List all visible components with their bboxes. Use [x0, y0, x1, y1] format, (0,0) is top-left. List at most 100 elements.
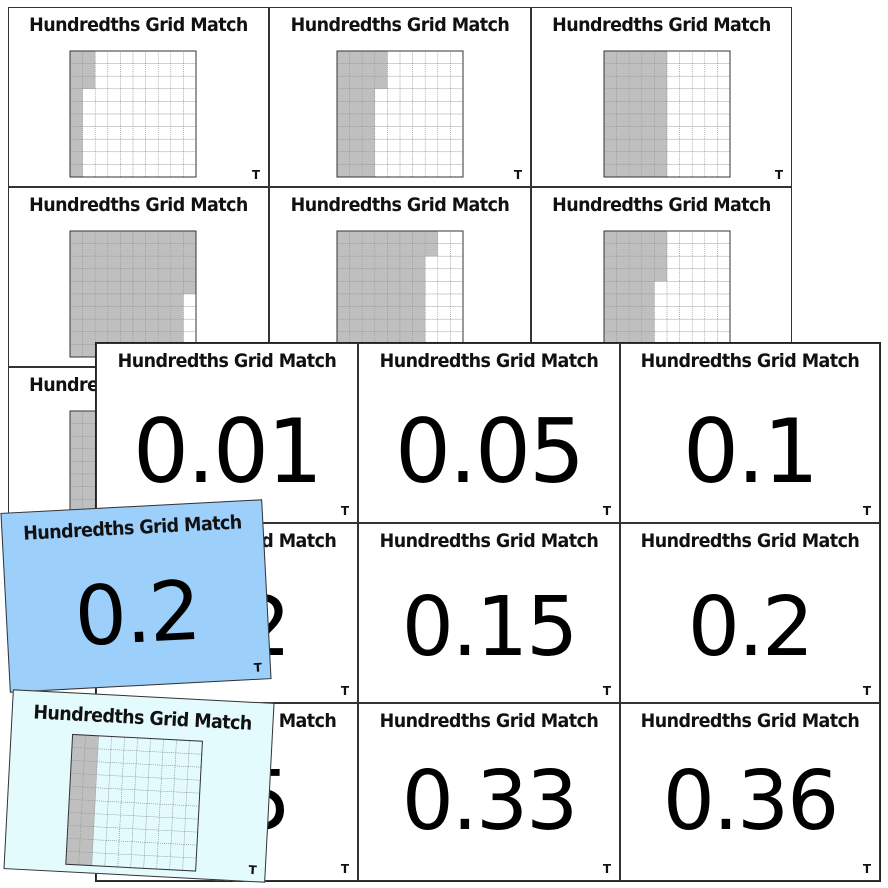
- shaded-cell: [603, 281, 617, 295]
- grid-cell: [692, 293, 705, 307]
- shaded-cell: [654, 50, 668, 64]
- grid-cell: [183, 88, 197, 102]
- shaded-cell: [399, 281, 413, 295]
- hundredths-grid: [336, 50, 464, 178]
- blue-number-card: Hundredths Grid Match 0.2 T: [0, 499, 272, 693]
- shaded-cell: [374, 268, 388, 282]
- shaded-cell: [412, 268, 426, 282]
- shaded-cell: [616, 293, 630, 307]
- grid-cell: [437, 63, 451, 77]
- grid-cell: [183, 113, 197, 127]
- shaded-cell: [69, 243, 83, 257]
- grid-cell: [183, 293, 197, 307]
- shaded-cell: [603, 63, 617, 77]
- grid-cell: [132, 126, 146, 140]
- grid-cell: [169, 856, 184, 871]
- grid-cell: [105, 827, 120, 842]
- grid-cell: [437, 50, 451, 64]
- grid-cell: [387, 126, 401, 140]
- shaded-cell: [69, 410, 83, 424]
- shaded-cell: [69, 88, 83, 102]
- grid-cell: [94, 800, 109, 815]
- shaded-cell: [374, 63, 388, 77]
- cyan-grid-card: Hundredths Grid Match T: [3, 689, 275, 883]
- card-title: Hundredths Grid Match: [640, 350, 860, 372]
- grid-cell: [666, 76, 680, 89]
- grid-cell: [374, 164, 388, 178]
- grid-cell: [437, 76, 451, 89]
- number-card: Hundredths Grid Match 0.2 T: [620, 523, 880, 703]
- shaded-cell: [82, 461, 96, 475]
- number-card: Hundredths Grid Match 0.01 T: [96, 343, 358, 523]
- grid-cell: [188, 740, 203, 755]
- shaded-cell: [132, 281, 146, 295]
- grid-cell: [120, 164, 134, 178]
- decimal-number: 0.2: [72, 563, 202, 666]
- shaded-cell: [654, 139, 668, 152]
- shaded-cell: [69, 268, 83, 282]
- shaded-cell: [336, 164, 350, 178]
- shaded-cell: [69, 461, 83, 475]
- grid-cell: [107, 50, 121, 64]
- grid-cell: [135, 750, 151, 765]
- hundredths-grid: [603, 50, 731, 178]
- grid-cell: [425, 88, 438, 102]
- shaded-cell: [145, 319, 159, 332]
- hundredths-grid: [65, 733, 203, 872]
- shaded-cell: [362, 101, 375, 115]
- shaded-cell: [170, 268, 184, 282]
- hundredths-grid: [603, 230, 731, 358]
- grid-cell: [95, 63, 108, 77]
- grid-cell: [183, 164, 197, 178]
- grid-cell: [425, 319, 438, 332]
- grid-cell: [120, 63, 134, 77]
- shaded-cell: [145, 230, 159, 244]
- number-card: Hundredths Grid Match 0.1 T: [620, 343, 880, 523]
- grid-cell: [134, 776, 149, 791]
- shaded-cell: [629, 139, 642, 152]
- grid-cell: [450, 319, 464, 332]
- shaded-cell: [603, 101, 617, 115]
- grid-cell: [172, 804, 187, 819]
- grid-cell: [131, 841, 146, 856]
- shaded-cell: [641, 151, 655, 165]
- grid-cell: [654, 319, 668, 332]
- grid-cell: [425, 268, 438, 282]
- shaded-cell: [412, 230, 426, 244]
- shaded-cell: [158, 306, 171, 320]
- shaded-cell: [399, 230, 413, 244]
- shaded-cell: [641, 319, 655, 332]
- grid-cell: [425, 63, 438, 77]
- grid-cell: [679, 281, 693, 295]
- shaded-cell: [349, 281, 363, 295]
- grid-cell: [120, 50, 134, 64]
- shaded-cell: [95, 281, 108, 295]
- grid-cell: [666, 63, 680, 77]
- decimal-number: 0.1: [683, 400, 819, 503]
- shaded-cell: [170, 230, 184, 244]
- grid-cell: [120, 113, 134, 127]
- shaded-cell: [374, 50, 388, 64]
- shaded-cell: [68, 799, 83, 814]
- grid-cell: [170, 151, 184, 165]
- shaded-cell: [80, 812, 95, 827]
- grid-cell: [374, 88, 388, 102]
- grid-border: [336, 50, 464, 178]
- grid-cell: [156, 855, 171, 870]
- grid-cell: [170, 76, 184, 89]
- shaded-cell: [82, 773, 97, 788]
- card-mark: T: [513, 168, 522, 182]
- grid-cell: [692, 281, 705, 295]
- grid-border: [603, 50, 731, 178]
- grid-cell: [450, 113, 464, 127]
- grid-cell: [717, 151, 731, 165]
- shaded-cell: [641, 63, 655, 77]
- grid-cell: [704, 101, 718, 115]
- shaded-cell: [132, 243, 146, 257]
- shaded-cell: [362, 88, 375, 102]
- shaded-cell: [387, 281, 401, 295]
- card-mark: T: [340, 684, 349, 698]
- decimal-number: 0.36: [662, 754, 840, 849]
- shaded-cell: [349, 230, 363, 244]
- shaded-cell: [69, 230, 83, 244]
